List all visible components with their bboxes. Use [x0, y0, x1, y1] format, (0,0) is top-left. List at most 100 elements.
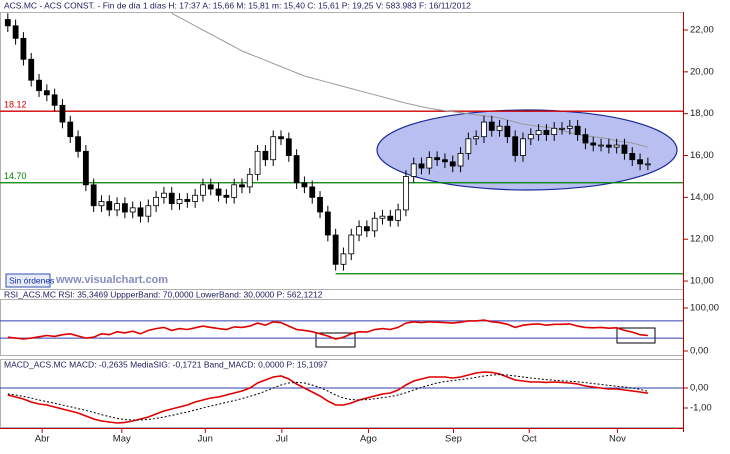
- candle-body: [457, 153, 464, 167]
- candle-body: [36, 79, 42, 92]
- candle-body: [512, 136, 519, 156]
- candle-body: [114, 203, 120, 211]
- candle-body: [348, 234, 355, 255]
- candle-body: [176, 199, 183, 205]
- candle-body: [488, 121, 495, 131]
- moving-average: [171, 12, 649, 148]
- candle-body: [402, 176, 409, 211]
- panel: 0,00 -1,00 Abr May Jun Jul Ago Sep Oct Nov: [0, 371, 712, 445]
- candle-body: [442, 159, 448, 163]
- candle-body: [12, 25, 19, 39]
- candle-body: [262, 150, 269, 161]
- candle-body: [239, 184, 245, 188]
- x-tick-label: Nov: [609, 434, 626, 445]
- rsi-highlight-box: [616, 327, 656, 344]
- candle-body: [637, 159, 643, 165]
- candle-body: [496, 125, 503, 131]
- candle-body: [121, 203, 128, 213]
- candle-body: [566, 125, 573, 129]
- candle-body: [59, 104, 66, 123]
- y-tick-label: 18,00: [690, 108, 714, 119]
- candle-body: [51, 94, 58, 106]
- y-tick-label: 20,00: [690, 66, 714, 77]
- candle-body: [621, 144, 628, 154]
- x-tick-label: Sep: [445, 434, 462, 445]
- y-tick-label: 0,00: [690, 383, 709, 394]
- candle-body: [200, 184, 206, 196]
- range-ellipse: [376, 109, 678, 191]
- x-tick-label: Oct: [522, 434, 537, 445]
- candle-body: [207, 184, 214, 190]
- candle-body: [223, 194, 230, 198]
- x-tick-label: Abr: [35, 434, 50, 445]
- candle-body: [293, 155, 300, 184]
- candle-body: [145, 205, 152, 217]
- candle-body: [324, 211, 331, 236]
- candle-body: [75, 136, 81, 152]
- candle-body: [535, 130, 542, 135]
- candle-body: [613, 144, 620, 148]
- candle-body: [465, 138, 472, 154]
- x-tick-label: May: [113, 434, 131, 445]
- candle-body: [192, 194, 199, 202]
- y-tick-label: 100,00: [690, 303, 719, 314]
- orders-button[interactable]: [5, 273, 51, 288]
- candle-body: [98, 201, 105, 207]
- indicator-line: [7, 374, 649, 421]
- level-label: 14.70: [4, 171, 27, 181]
- y-tick-label: 0,00: [690, 346, 709, 357]
- candle-body: [371, 217, 378, 232]
- candle-body: [301, 182, 308, 188]
- candle-body: [184, 199, 191, 202]
- y-tick-label: 14,00: [690, 192, 714, 203]
- panel: 100,00 0,00: [0, 303, 719, 357]
- candle-body: [449, 161, 456, 167]
- candle-body: [363, 226, 370, 232]
- x-tick-label: Jun: [198, 434, 213, 445]
- candle-body: [340, 253, 347, 265]
- candle-body: [559, 127, 565, 130]
- level-label: 18.12: [4, 100, 27, 110]
- candle-body: [332, 234, 339, 265]
- candle-body: [168, 192, 175, 205]
- candle-body: [605, 144, 612, 148]
- candle-body: [434, 157, 441, 161]
- candle-body: [317, 196, 323, 213]
- rsi-header: RSI_ACS.MC RSI: 35,3469 UppperBand: 70,0…: [4, 289, 323, 299]
- candle-body: [644, 163, 651, 166]
- indicator-line: [7, 319, 648, 340]
- indicator-line: [7, 371, 649, 424]
- candle-body: [270, 136, 277, 161]
- orders-button-label[interactable]: Sin órdenes: [9, 275, 54, 285]
- candle-body: [527, 134, 534, 140]
- candle-body: [106, 201, 113, 211]
- candle-body: [161, 192, 167, 198]
- y-tick-label: -1,00: [690, 403, 712, 414]
- candle-body: [43, 90, 50, 96]
- candle-body: [426, 157, 433, 169]
- candle-body: [582, 134, 589, 144]
- candle-body: [504, 125, 511, 138]
- candle-body: [129, 207, 136, 213]
- candle-body: [387, 215, 394, 221]
- panel: 10,00 12,00 14,00 16,00 18,00 20,00 22,00 18.12…: [0, 12, 714, 287]
- candle-body: [137, 207, 144, 217]
- x-tick-label: Jul: [276, 434, 288, 445]
- candle-body: [4, 19, 11, 27]
- candle-body: [520, 138, 526, 156]
- candle-body: [28, 58, 35, 81]
- candle-body: [67, 121, 74, 138]
- candle-body: [278, 136, 284, 140]
- candle-body: [590, 142, 597, 146]
- y-tick-label: 12,00: [690, 234, 714, 245]
- candle-body: [153, 196, 160, 207]
- y-tick-label: 10,00: [690, 276, 714, 287]
- watermark: www.visualchart.com: [55, 274, 168, 286]
- candle-body: [215, 188, 222, 196]
- candle-body: [231, 184, 238, 198]
- candle-body: [395, 209, 401, 221]
- candle-body: [418, 163, 425, 169]
- macd-header: MACD_ACS.MC MACD: -0,2635 MediaSIG: -0,1…: [4, 359, 328, 369]
- candle-body: [481, 121, 487, 138]
